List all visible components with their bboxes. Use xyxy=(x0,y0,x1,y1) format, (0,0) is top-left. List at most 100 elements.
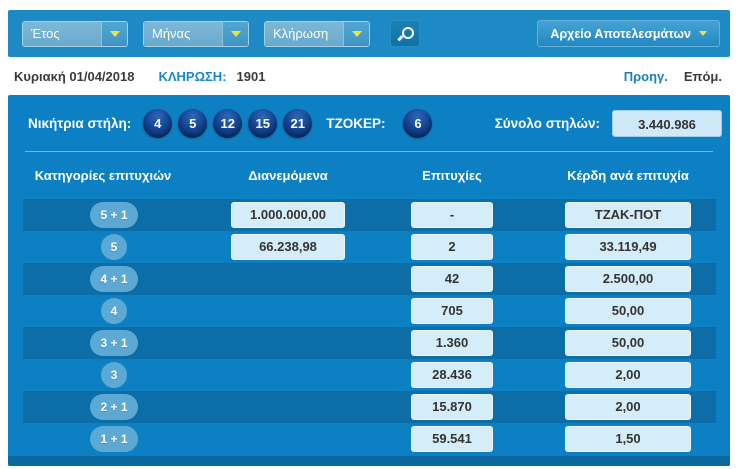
distributed-cell: 66.238,98 xyxy=(198,234,378,260)
winners-cell: 705 xyxy=(378,298,526,324)
prize-cell: 50,00 xyxy=(526,298,730,324)
chevron-down-icon xyxy=(351,30,362,37)
header-prize: Κέρδη ανά επιτυχία xyxy=(567,168,689,183)
prize-value: 2,00 xyxy=(565,394,691,420)
next-draw-link[interactable]: Επόμ. xyxy=(683,68,722,84)
total-columns-value: 3.440.986 xyxy=(612,109,722,137)
prize-value: 50,00 xyxy=(565,330,691,356)
winners-cell: 2 xyxy=(378,234,526,260)
category-badge: 2 + 1 xyxy=(90,394,138,420)
prize-value: ΤΖΑΚ-ΠΟΤ xyxy=(565,202,691,228)
prize-value: 33.119,49 xyxy=(565,234,691,260)
category-badge: 4 + 1 xyxy=(90,266,138,292)
total-columns-label: Σύνολο στηλών: xyxy=(494,115,600,131)
category-cell: 3 xyxy=(8,362,198,388)
results-table-body: 5 + 1 1.000.000,00 - ΤΖΑΚ-ΠΟΤ 5 66.238,98 2 33.… xyxy=(8,199,730,455)
lottery-ball: 4 xyxy=(143,108,173,138)
archive-results-label: Αρχείο Αποτελεσμάτων xyxy=(550,26,691,41)
year-dropdown-button[interactable] xyxy=(101,21,127,46)
table-row: 3 + 1 1.360 50,00 xyxy=(8,327,730,359)
lottery-ball: 12 xyxy=(213,108,243,138)
prize-cell: 33.119,49 xyxy=(526,234,730,260)
prize-value: 2,00 xyxy=(565,362,691,388)
chevron-down-icon xyxy=(699,31,707,36)
winners-cell: - xyxy=(378,202,526,228)
table-row-grid: 2 + 1 15.870 2,00 xyxy=(8,391,730,423)
header-categories: Κατηγορίες επιτυχιών xyxy=(34,168,172,183)
lottery-ball: 5 xyxy=(178,108,208,138)
year-dropdown-value[interactable]: Έτος xyxy=(23,21,101,46)
table-row-grid: 3 28.436 2,00 xyxy=(8,359,730,391)
prize-cell: 2.500,00 xyxy=(526,266,730,292)
winners-cell: 42 xyxy=(378,266,526,292)
winners-cell: 28.436 xyxy=(378,362,526,388)
table-row-grid: 1 + 1 59.541 1,50 xyxy=(8,423,730,455)
category-badge: 5 xyxy=(101,234,127,260)
table-row-grid: 4 + 1 42 2.500,00 xyxy=(8,263,730,295)
winning-numbers: 4 5 12 15 21 xyxy=(143,108,313,138)
winners-value: 15.870 xyxy=(411,394,493,420)
category-cell: 3 + 1 xyxy=(8,330,198,356)
toolbar: Έτος Μήνας Κλήρωση Αρχείο Αποτελεσμάτων xyxy=(8,10,730,57)
month-dropdown[interactable]: Μήνας xyxy=(143,20,249,47)
table-row: 4 + 1 42 2.500,00 xyxy=(8,263,730,295)
category-badge: 3 xyxy=(101,362,127,388)
prize-cell: 2,00 xyxy=(526,362,730,388)
prize-value: 1,50 xyxy=(565,426,691,452)
draw-dropdown-value[interactable]: Κλήρωση xyxy=(265,21,343,46)
header-winners: Επιτυχίες xyxy=(422,168,482,183)
category-cell: 4 + 1 xyxy=(8,266,198,292)
table-row-grid: 3 + 1 1.360 50,00 xyxy=(8,327,730,359)
draw-dropdown-button[interactable] xyxy=(343,21,369,46)
distributed-value: 66.238,98 xyxy=(231,234,345,260)
winners-cell: 59.541 xyxy=(378,426,526,452)
table-row: 5 66.238,98 2 33.119,49 xyxy=(8,231,730,263)
previous-draw-link[interactable]: Προηγ. xyxy=(623,68,668,84)
panel-footer-strip xyxy=(8,456,730,466)
winners-value: 28.436 xyxy=(411,362,493,388)
search-icon xyxy=(399,27,414,40)
search-button[interactable] xyxy=(390,20,420,47)
winners-value: 42 xyxy=(411,266,493,292)
winners-value: 59.541 xyxy=(411,426,493,452)
winners-cell: 1.360 xyxy=(378,330,526,356)
winning-numbers-label: Νικήτρια στήλη: xyxy=(28,115,132,131)
prize-cell: 2,00 xyxy=(526,394,730,420)
divider xyxy=(25,151,713,152)
category-cell: 5 xyxy=(8,234,198,260)
prize-value: 2.500,00 xyxy=(565,266,691,292)
category-cell: 1 + 1 xyxy=(8,426,198,452)
year-dropdown[interactable]: Έτος xyxy=(22,20,128,47)
table-row: 4 705 50,00 xyxy=(8,295,730,327)
draw-number: 1901 xyxy=(236,68,266,84)
prize-cell: 50,00 xyxy=(526,330,730,356)
table-row-grid: 4 705 50,00 xyxy=(8,295,730,327)
archive-results-button[interactable]: Αρχείο Αποτελεσμάτων xyxy=(537,20,720,47)
winners-cell: 15.870 xyxy=(378,394,526,420)
lottery-ball: 15 xyxy=(248,108,278,138)
category-badge: 3 + 1 xyxy=(90,330,138,356)
category-badge: 1 + 1 xyxy=(90,426,138,452)
winners-value: 2 xyxy=(411,234,493,260)
draw-dropdown[interactable]: Κλήρωση xyxy=(264,20,370,47)
draw-nav: Προηγ. Επόμ. xyxy=(624,69,722,84)
prize-value: 50,00 xyxy=(565,298,691,324)
distributed-cell: 1.000.000,00 xyxy=(198,202,378,228)
prize-cell: ΤΖΑΚ-ΠΟΤ xyxy=(526,202,730,228)
month-dropdown-button[interactable] xyxy=(222,21,248,46)
table-row-grid: 5 + 1 1.000.000,00 - ΤΖΑΚ-ΠΟΤ xyxy=(8,199,730,231)
draw-info-bar: Κυριακή 01/04/2018 ΚΛΗΡΩΣΗ: 1901 Προηγ. … xyxy=(8,57,730,95)
joker-label: ΤΖΟΚΕΡ: xyxy=(326,115,386,131)
winners-value: - xyxy=(411,202,493,228)
winners-value: 705 xyxy=(411,298,493,324)
joker-ball: 6 xyxy=(403,108,433,138)
category-badge: 5 + 1 xyxy=(90,202,138,228)
table-row: 3 28.436 2,00 xyxy=(8,359,730,391)
draw-date: Κυριακή 01/04/2018 xyxy=(14,68,135,84)
distributed-value: 1.000.000,00 xyxy=(231,202,345,228)
results-table-header: Κατηγορίες επιτυχιών Διανεμόμενα Επιτυχί… xyxy=(8,152,730,199)
winners-value: 1.360 xyxy=(411,330,493,356)
month-dropdown-value[interactable]: Μήνας xyxy=(144,21,222,46)
results-panel: Νικήτρια στήλη: 4 5 12 15 21 ΤΖΟΚΕΡ: 6 Σύνολ… xyxy=(8,95,730,466)
